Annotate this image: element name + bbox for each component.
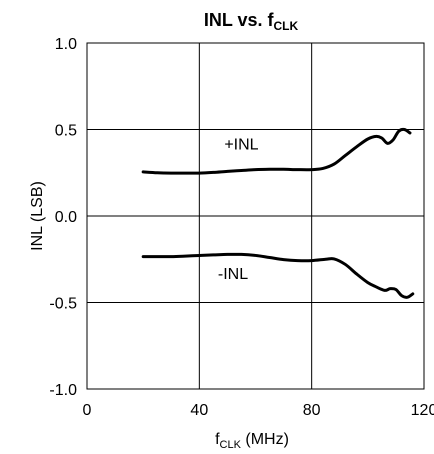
series-label-plus-inl: +INL (224, 136, 258, 153)
series-layer: +INL -INL (141, 127, 415, 299)
x-tick-label: 120 (411, 402, 434, 419)
series-label-minus-inl: -INL (218, 266, 248, 283)
x-tick-label: 40 (190, 402, 208, 419)
x-tick-label: 0 (83, 402, 92, 419)
y-tick-label: -0.5 (49, 296, 77, 313)
y-tick-label: -1.0 (49, 382, 77, 399)
y-axis-label: INL (LSB) (29, 181, 46, 251)
series-line-minus-inl (141, 252, 415, 299)
series-line-plus-inl (141, 127, 412, 175)
x-tick-label: 80 (303, 402, 321, 419)
tick-labels: 0 40 80 120 -1.0 -0.5 0.0 0.5 1.0 (49, 36, 434, 419)
y-tick-label: 1.0 (55, 36, 77, 53)
plot-frame (86, 42, 425, 390)
chart-title: INL vs. fCLK (204, 10, 299, 33)
y-tick-label: 0.5 (55, 123, 77, 140)
grid-lines (87, 43, 424, 389)
y-tick-label: 0.0 (55, 209, 77, 226)
x-axis-label: fCLK (MHz) (215, 431, 289, 451)
